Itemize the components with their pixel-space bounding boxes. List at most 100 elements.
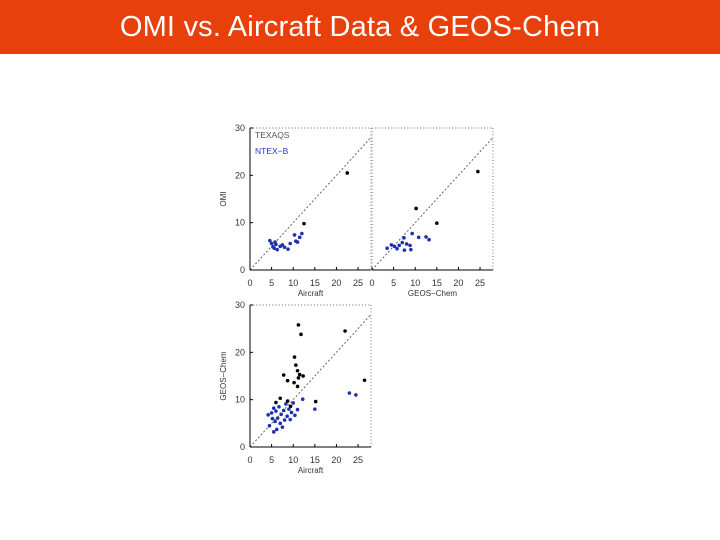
x-tick-label: 10 — [410, 278, 420, 288]
data-point — [287, 407, 291, 411]
y-tick-label: 20 — [235, 170, 245, 180]
data-point — [288, 404, 293, 409]
data-point — [299, 332, 303, 337]
y-tick-label: 20 — [235, 347, 245, 357]
data-point — [281, 373, 286, 377]
one-to-one-line — [249, 314, 372, 448]
x-tick-label: 20 — [331, 278, 341, 288]
x-axis-title: Aircraft — [298, 289, 324, 298]
y-axis-title: OMI — [219, 191, 228, 206]
data-point — [273, 240, 277, 244]
data-point — [277, 404, 281, 409]
data-point — [297, 235, 302, 240]
chart-panel-omi_vs_aircraft: 0 5 10 15 20 25 0 10 20 30 Aircraft OMI TEXAQS NTEX−B — [219, 123, 372, 298]
y-axis-title: GEOS−Chem — [219, 351, 228, 400]
data-point — [295, 240, 300, 244]
data-point — [392, 244, 397, 249]
data-point — [424, 235, 428, 239]
data-point — [270, 416, 275, 421]
x-tick-label: 0 — [369, 278, 374, 288]
data-point — [291, 401, 296, 405]
series-ntexb — [385, 231, 431, 252]
data-point — [300, 231, 304, 236]
data-point — [354, 393, 358, 397]
data-point — [292, 380, 296, 385]
data-point — [295, 384, 300, 389]
data-point — [414, 206, 418, 211]
data-point — [280, 425, 285, 429]
data-point — [279, 412, 283, 417]
one-to-one-line — [249, 137, 372, 271]
data-point — [402, 236, 406, 240]
data-point — [300, 397, 305, 401]
data-point — [274, 400, 278, 405]
chart-panel-omi_vs_geoschem: 0 5 10 15 20 25 GEOS−Chem — [369, 127, 494, 298]
data-point — [302, 221, 306, 226]
data-point — [269, 411, 274, 415]
x-tick-label: 10 — [288, 455, 298, 465]
data-point — [267, 423, 272, 428]
x-tick-label: 10 — [288, 278, 298, 288]
data-point — [295, 407, 300, 412]
data-point — [301, 374, 305, 378]
data-point — [397, 243, 402, 248]
data-point — [400, 240, 405, 245]
x-tick-label: 0 — [247, 278, 252, 288]
data-point — [347, 391, 352, 395]
x-tick-label: 25 — [475, 278, 485, 288]
data-point — [271, 406, 276, 410]
data-point — [435, 221, 439, 225]
data-point — [275, 247, 280, 252]
data-point — [293, 413, 297, 418]
data-point — [275, 416, 280, 420]
series-ntexb — [266, 391, 358, 434]
data-point — [272, 246, 277, 251]
data-point — [395, 246, 399, 251]
x-tick-label: 15 — [310, 278, 320, 288]
series-texaqs — [302, 171, 350, 226]
data-point — [292, 233, 297, 237]
x-tick-label: 25 — [353, 455, 363, 465]
data-point — [285, 399, 290, 403]
data-point — [427, 237, 431, 242]
y-tick-label: 10 — [235, 218, 245, 228]
data-point — [274, 409, 278, 413]
data-point — [266, 413, 270, 417]
series-texaqs — [414, 169, 480, 225]
data-point — [288, 417, 292, 422]
data-point — [285, 378, 290, 383]
x-tick-label: 25 — [353, 278, 363, 288]
data-point — [408, 243, 412, 248]
data-point — [416, 235, 421, 240]
data-point — [269, 241, 274, 246]
data-point — [282, 245, 287, 250]
series-ntexb — [268, 231, 304, 252]
data-point — [286, 247, 290, 251]
data-point — [282, 418, 287, 422]
x-tick-label: 20 — [453, 278, 463, 288]
legend-entry: NTEX−B — [255, 146, 289, 156]
slide-title: OMI vs. Aircraft Data & GEOS-Chem — [119, 10, 601, 43]
data-point — [343, 329, 347, 333]
data-point — [389, 243, 394, 247]
data-point — [280, 243, 285, 247]
data-point — [292, 355, 297, 359]
legend-entry: TEXAQS — [255, 130, 290, 140]
x-tick-label: 5 — [269, 455, 274, 465]
data-point — [278, 396, 283, 401]
data-point — [296, 323, 301, 327]
data-point — [285, 414, 289, 419]
data-point — [273, 419, 277, 424]
data-point — [297, 372, 302, 377]
y-tick-label: 30 — [235, 300, 245, 310]
data-point — [288, 241, 292, 246]
x-tick-label: 5 — [269, 278, 274, 288]
y-tick-label: 10 — [235, 395, 245, 405]
data-point — [274, 427, 279, 432]
chart-panel-geoschem_vs_aircraft: 0 5 10 15 20 25 0 10 20 30 Aircraft GEOS−Chem — [219, 300, 372, 475]
data-point — [345, 171, 350, 175]
data-point — [295, 368, 300, 373]
data-point — [313, 407, 317, 411]
data-point — [294, 363, 298, 367]
